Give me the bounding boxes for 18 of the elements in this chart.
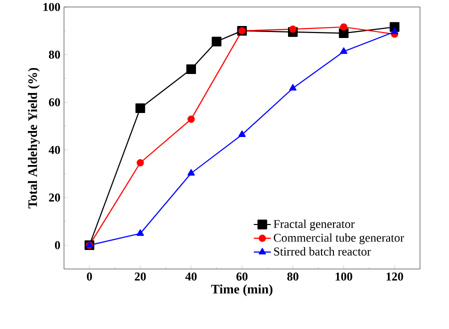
y-tick-label: 100 [44, 2, 60, 12]
x-tick-label: 80 [287, 272, 298, 281]
legend-label: Commercial tube generator [274, 233, 404, 244]
legend-label: Fractal generator [274, 220, 355, 230]
y-tick-label: 0 [54, 241, 60, 250]
legend-label: Stirred batch reactor [274, 247, 371, 256]
x-tick-label: 20 [134, 272, 146, 281]
x-axis-title: Time (min) [211, 284, 272, 296]
x-tick-label: 0 [86, 272, 92, 281]
y-axis-title: Total Aldehyde Yield (%) [28, 68, 40, 208]
y-tick-label: 20 [49, 194, 60, 202]
x-tick-label: 100 [336, 272, 352, 281]
x-tick-label: 120 [386, 272, 404, 281]
y-tick-label: 60 [48, 98, 60, 106]
x-tick-label: 60 [236, 272, 248, 281]
x-tick-label: 40 [185, 272, 197, 281]
y-tick-label: 80 [48, 50, 60, 59]
y-tick-label: 40 [48, 146, 60, 154]
